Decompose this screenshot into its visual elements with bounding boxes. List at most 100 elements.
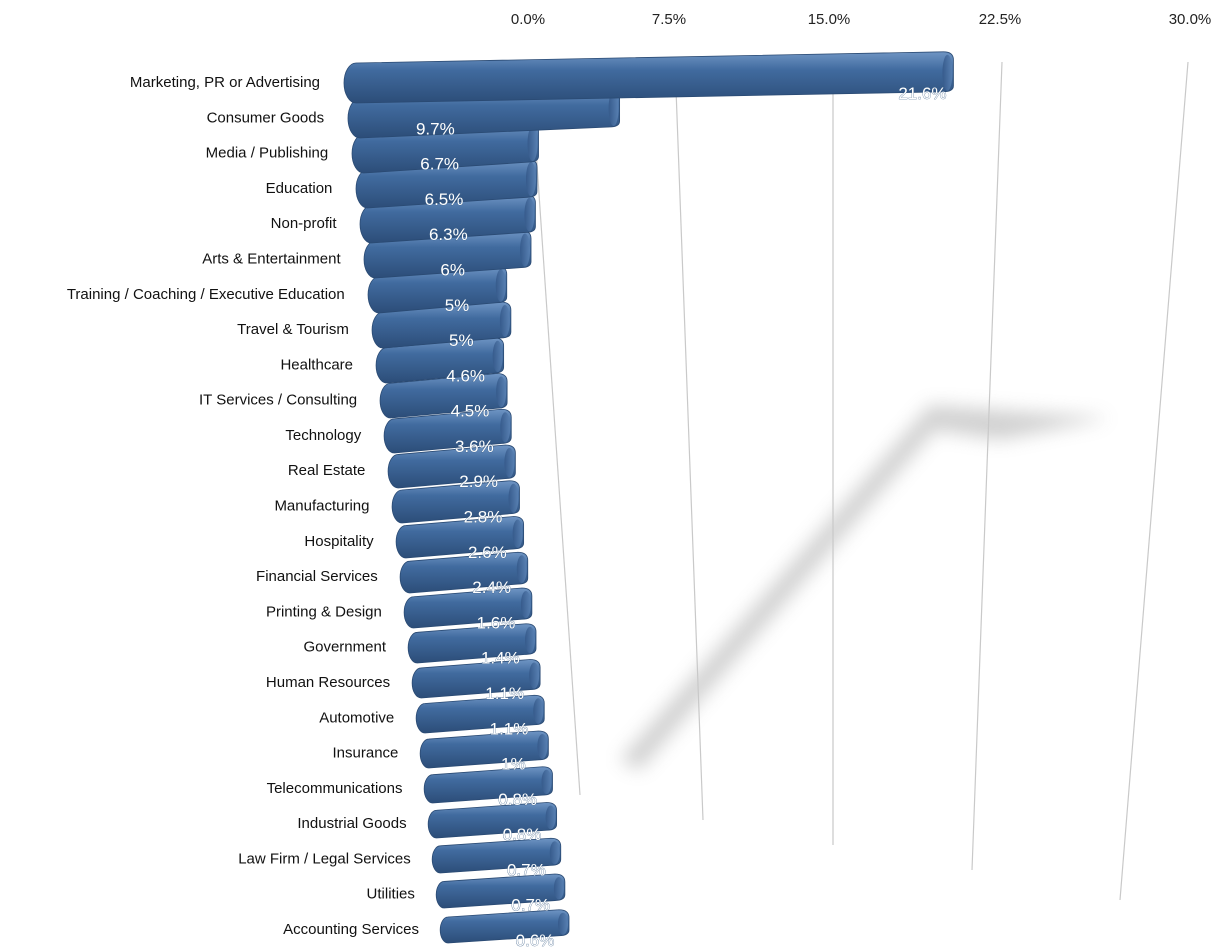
category-label: Law Firm / Legal Services (238, 850, 411, 867)
category-label: Financial Services (256, 568, 378, 585)
category-label: Non-profit (271, 215, 338, 232)
category-label: Manufacturing (274, 498, 369, 515)
bar (439, 909, 570, 944)
value-label: 0.8% (503, 825, 542, 844)
value-label: 0.7% (507, 860, 546, 879)
value-label: 5% (449, 331, 474, 350)
bar-end-cap (527, 126, 538, 162)
bar-end-cap (520, 591, 531, 619)
value-label: 2.4% (472, 578, 511, 597)
x-tick-label: 7.5% (652, 11, 686, 28)
x-tick-label: 0.0% (511, 11, 545, 28)
bar (391, 480, 520, 524)
category-label: Utilities (367, 886, 415, 903)
bar-end-cap (545, 805, 556, 830)
category-label: Healthcare (280, 356, 353, 373)
category-label: Insurance (333, 745, 399, 762)
bar (363, 230, 532, 279)
gridline (529, 61, 581, 796)
value-label: 21.6% (898, 84, 946, 103)
value-label: 1.1% (490, 719, 529, 738)
bar (427, 802, 558, 839)
bar-end-cap (520, 233, 531, 267)
bar-end-cap (525, 162, 536, 197)
category-label: Human Resources (266, 674, 390, 691)
bar (415, 694, 545, 734)
category-label: Government (303, 639, 386, 656)
bar-end-cap (524, 197, 535, 232)
value-label: 6% (440, 260, 465, 279)
bar-end-cap (496, 376, 507, 408)
x-tick-label: 22.5% (979, 11, 1022, 28)
gridline (971, 61, 1003, 871)
category-label: IT Services / Consulting (199, 392, 357, 409)
category-label: Accounting Services (283, 921, 419, 938)
bar (387, 444, 516, 489)
bar-end-cap (558, 912, 568, 935)
bar (343, 51, 954, 104)
bar (423, 766, 553, 804)
bar (407, 623, 537, 664)
bar-end-cap (512, 519, 523, 548)
value-label: 6.3% (429, 225, 468, 244)
value-label: 4.5% (451, 402, 490, 421)
category-label: Real Estate (288, 462, 366, 479)
gridline (674, 61, 704, 821)
bar-end-cap (533, 698, 544, 724)
bar (371, 301, 512, 349)
bars (343, 51, 954, 944)
category-label: Hospitality (304, 533, 374, 550)
value-label: 1% (501, 755, 526, 774)
bar-end-cap (492, 340, 503, 373)
bar-end-cap (608, 90, 619, 126)
bar-end-cap (495, 269, 506, 302)
bar-shadow-shape (620, 405, 1110, 770)
value-label: 1.4% (481, 649, 520, 668)
bar (419, 730, 549, 769)
bar (395, 516, 525, 559)
bar-shadow (620, 405, 1110, 770)
bar (403, 587, 533, 629)
bar (379, 373, 508, 419)
value-label: 2.8% (464, 508, 503, 527)
value-label: 9.7% (416, 119, 455, 138)
category-label: Automotive (319, 709, 394, 726)
bar (431, 837, 562, 874)
value-label: 4.6% (446, 366, 485, 385)
bar-end-cap (549, 841, 560, 865)
category-label: Media / Publishing (206, 145, 329, 162)
x-tick-label: 15.0% (808, 11, 851, 28)
bar (435, 873, 566, 909)
value-label: 0.7% (511, 896, 550, 915)
value-label: 0.8% (498, 790, 537, 809)
value-labels: 21.6% 9.7% 6.7% 6.5% 6.3% 6% 5% 5% 4.6% 4.5% 3.6% 2… (416, 84, 947, 949)
bar (411, 659, 541, 699)
value-label: 1.1% (485, 684, 524, 703)
bar-end-cap (504, 448, 515, 478)
value-label: 2.9% (459, 472, 498, 491)
bar-end-cap (942, 54, 953, 91)
bar (399, 551, 529, 594)
bar (355, 158, 538, 209)
value-label: 2.6% (468, 543, 507, 562)
bar (383, 408, 512, 454)
x-tick-label: 30.0% (1169, 11, 1212, 28)
bar-end-cap (553, 876, 564, 900)
category-label: Training / Coaching / Executive Educatio… (67, 286, 345, 303)
category-label: Technology (285, 427, 361, 444)
bar-end-cap (499, 305, 510, 337)
category-label: Education (266, 180, 333, 197)
bar (359, 194, 536, 244)
category-label: Arts & Entertainment (202, 250, 341, 267)
bar (375, 337, 505, 384)
x-axis-ticks: 0.0% 7.5% 15.0% 22.5% 30.0% (511, 11, 1211, 28)
bar-end-cap (525, 626, 535, 654)
value-label: 3.6% (455, 437, 494, 456)
gridline (1119, 61, 1189, 901)
bar-end-cap (529, 662, 540, 689)
value-label: 5% (445, 296, 470, 315)
value-label: 6.5% (425, 190, 464, 209)
category-label: Marketing, PR or Advertising (130, 74, 320, 91)
category-label: Printing & Design (266, 603, 382, 620)
